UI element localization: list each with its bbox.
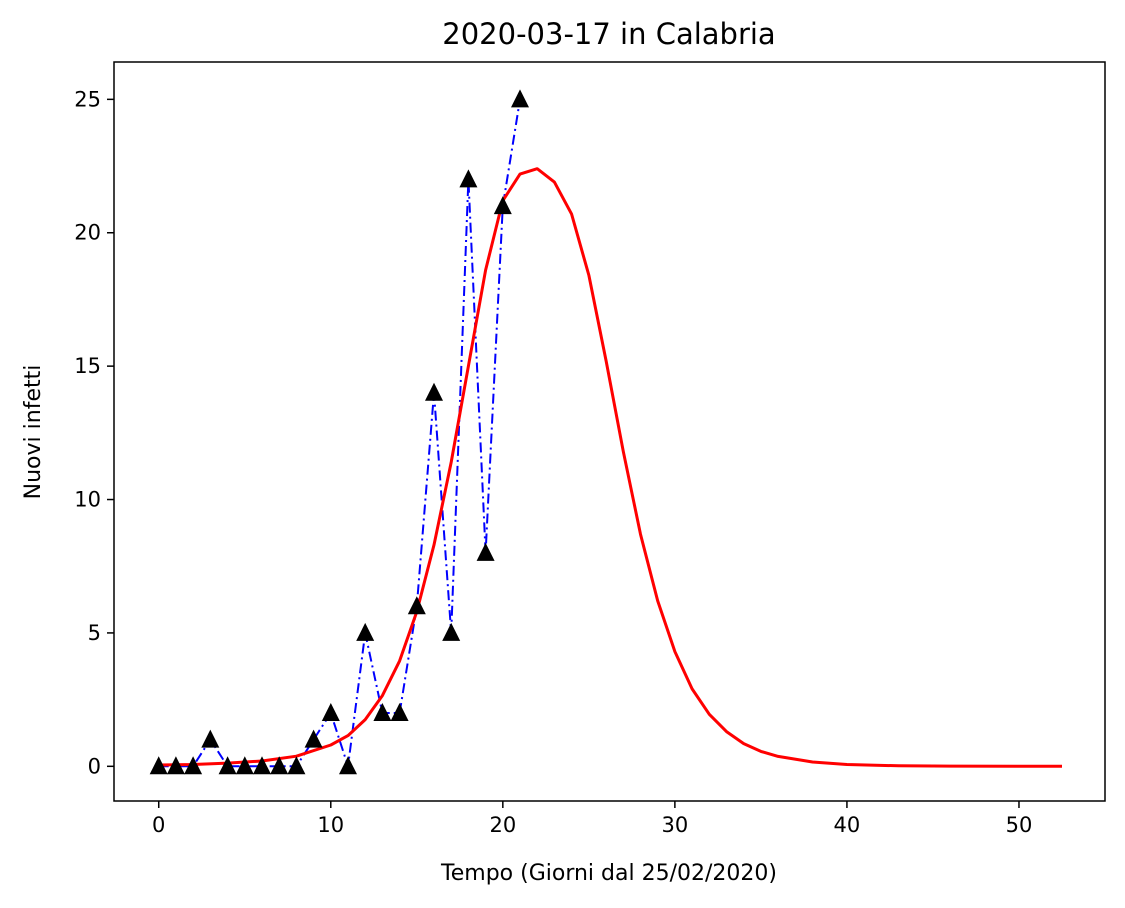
data-point-marker bbox=[218, 756, 237, 775]
x-tick-label: 10 bbox=[317, 813, 344, 837]
data-point-marker bbox=[287, 756, 306, 775]
data-point-marker bbox=[511, 89, 529, 108]
x-tick-label: 40 bbox=[834, 813, 861, 837]
data-point-marker bbox=[201, 729, 220, 748]
y-tick-label: 5 bbox=[88, 621, 101, 645]
data-point-marker bbox=[425, 382, 443, 401]
y-tick-label: 15 bbox=[74, 354, 101, 378]
x-tick-label: 50 bbox=[1006, 813, 1033, 837]
y-tick-label: 10 bbox=[74, 488, 101, 512]
data-point-marker bbox=[304, 729, 323, 748]
plot-area bbox=[149, 89, 1062, 775]
data-point-marker bbox=[390, 703, 409, 721]
data-point-marker bbox=[356, 622, 375, 641]
axes: 0 10 20 30 40 50 0 5 10 15 20 25 bbox=[74, 61, 1106, 837]
data-point-marker bbox=[166, 756, 185, 775]
series-fit-line bbox=[158, 167, 1062, 768]
plot-frame bbox=[113, 61, 1106, 802]
x-tick-label: 20 bbox=[489, 813, 516, 837]
data-point-marker bbox=[253, 756, 271, 775]
data-point-marker bbox=[235, 756, 254, 775]
y-axis-label: Nuovi infetti bbox=[21, 365, 46, 500]
y-tick-label: 0 bbox=[88, 754, 101, 778]
data-point-marker bbox=[270, 756, 289, 775]
data-point-marker bbox=[493, 196, 512, 215]
y-tick-label: 20 bbox=[74, 221, 101, 245]
data-point-marker bbox=[442, 622, 461, 641]
data-point-marker bbox=[407, 596, 426, 615]
data-point-marker bbox=[149, 756, 168, 775]
data-point-marker bbox=[339, 756, 357, 775]
data-point-marker bbox=[459, 169, 478, 188]
data-point-marker bbox=[476, 542, 495, 561]
y-tick-label: 25 bbox=[74, 87, 101, 111]
data-point-marker bbox=[373, 703, 392, 721]
data-point-marker bbox=[321, 703, 340, 721]
x-tick-label: 0 bbox=[152, 813, 165, 837]
data-point-marker bbox=[184, 756, 203, 775]
x-tick-label: 30 bbox=[662, 813, 689, 837]
x-axis-label: Tempo (Giorni dal 25/02/2020) bbox=[440, 861, 777, 886]
chart-title: 2020-03-17 in Calabria bbox=[442, 17, 775, 51]
